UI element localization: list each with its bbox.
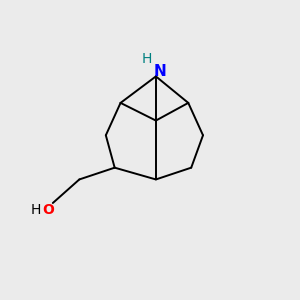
Text: H: H (141, 52, 152, 66)
Text: N: N (154, 64, 167, 79)
Text: H: H (31, 203, 41, 218)
Text: O: O (43, 203, 54, 218)
